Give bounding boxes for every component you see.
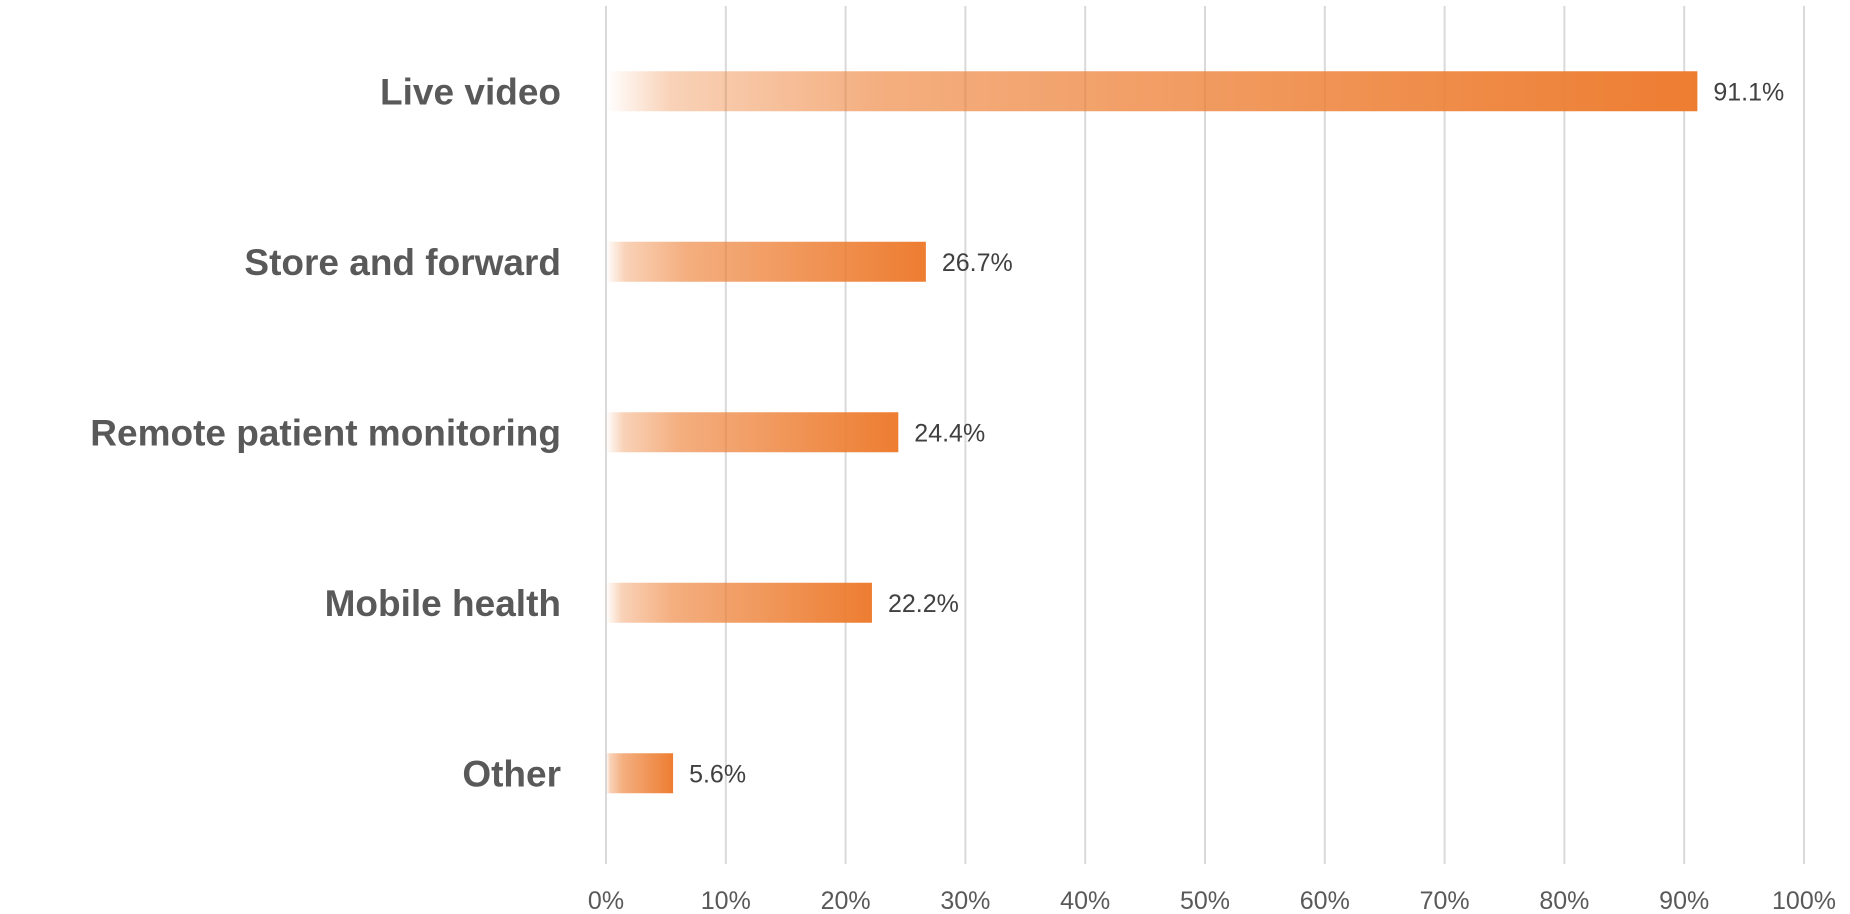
bar xyxy=(606,582,872,623)
x-tick-label: 70% xyxy=(1420,887,1470,914)
data-label: 24.4% xyxy=(914,419,985,447)
x-axis-tick-labels: 0% 10% 20% 30% 40% 50% 60% 70% 80% 90% 100% xyxy=(588,887,1836,914)
bar xyxy=(606,241,926,282)
bar xyxy=(606,412,899,453)
bar xyxy=(606,753,674,794)
x-tick-label: 30% xyxy=(940,887,990,914)
bar xyxy=(606,71,1698,112)
x-tick-label: 40% xyxy=(1060,887,1110,914)
category-label: Store and forward xyxy=(244,242,561,283)
x-tick-label: 0% xyxy=(588,887,624,914)
category-labels: Live video Store and forward Remote patien… xyxy=(90,71,561,794)
data-label: 26.7% xyxy=(942,249,1013,277)
category-label: Live video xyxy=(380,71,561,112)
category-label: Remote patient monitoring xyxy=(90,412,561,453)
x-tick-label: 100% xyxy=(1772,887,1836,914)
data-labels: 91.1% 26.7% 24.4% 22.2% 5.6% xyxy=(689,78,1784,788)
x-tick-label: 20% xyxy=(821,887,871,914)
bars xyxy=(606,71,1698,794)
x-tick-label: 10% xyxy=(701,887,751,914)
x-tick-label: 80% xyxy=(1539,887,1589,914)
data-label: 22.2% xyxy=(888,590,959,618)
data-label: 5.6% xyxy=(689,760,746,788)
x-tick-label: 50% xyxy=(1180,887,1230,914)
category-label: Other xyxy=(462,753,561,794)
category-label: Mobile health xyxy=(325,583,561,624)
data-label: 91.1% xyxy=(1713,78,1784,106)
x-tick-label: 60% xyxy=(1300,887,1350,914)
x-tick-label: 90% xyxy=(1659,887,1709,914)
gridlines xyxy=(605,6,1805,864)
